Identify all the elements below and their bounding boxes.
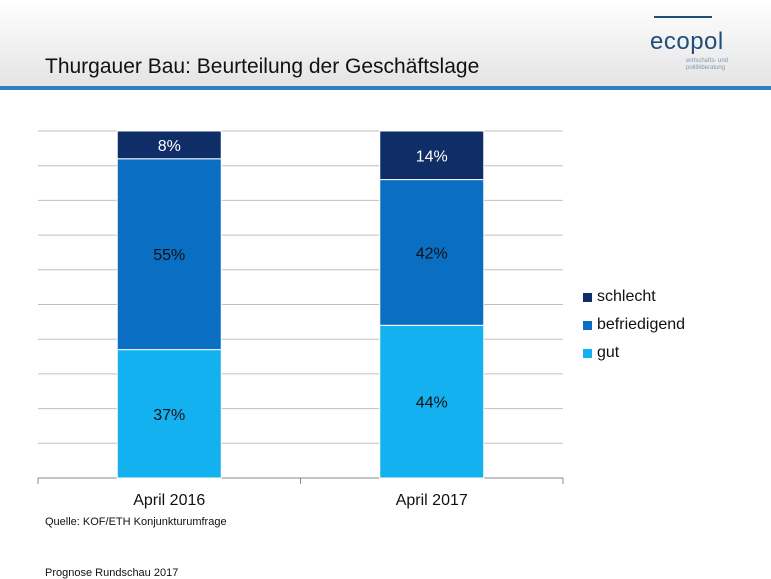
- legend-swatch-befriedigend: [583, 320, 592, 330]
- legend-item-gut: gut: [583, 339, 685, 367]
- legend-label-schlecht: schlecht: [597, 288, 656, 305]
- footer-note: Prognose Rundschau 2017: [45, 567, 179, 579]
- bar-befriedigend-0: [116, 158, 222, 351]
- legend-label-gut: gut: [597, 344, 620, 361]
- category-label-1: April 2017: [396, 492, 468, 509]
- category-label-0: April 2016: [133, 492, 205, 509]
- chart-legend: schlecht befriedigend gut: [583, 283, 685, 367]
- legend-label-befriedigend: befriedigend: [597, 316, 686, 333]
- ecopol-logo: ecopol wirtschafts- und politikberatung: [650, 14, 730, 74]
- logo-line: [654, 16, 712, 18]
- data-label-schlecht-1: 14%: [416, 148, 448, 165]
- data-label-befriedigend-0: 55%: [153, 247, 185, 264]
- data-label-schlecht-0: 8%: [158, 138, 181, 155]
- bar-gut-0: [116, 349, 222, 479]
- data-label-befriedigend-1: 42%: [416, 245, 448, 262]
- data-label-gut-0: 37%: [153, 407, 185, 424]
- bar-gut-1: [379, 324, 485, 479]
- header-rule: [0, 86, 771, 90]
- logo-subtitle-2: politikberatung: [686, 65, 726, 71]
- data-label-gut-1: 44%: [416, 395, 448, 412]
- legend-swatch-schlecht: [583, 292, 592, 302]
- legend-item-befriedigend: befriedigend: [583, 311, 685, 339]
- source-note: Quelle: KOF/ETH Konjunkturumfrage: [45, 516, 227, 528]
- logo-subtitle-1: wirtschafts- und: [686, 58, 729, 64]
- bar-befriedigend-1: [379, 179, 485, 326]
- bar-schlecht-1: [379, 130, 485, 181]
- header-band: [0, 0, 771, 86]
- legend-item-schlecht: schlecht: [583, 283, 685, 311]
- bar-schlecht-0: [116, 130, 222, 160]
- legend-swatch-gut: [583, 348, 592, 358]
- logo-text: ecopol: [650, 28, 724, 55]
- page-title: Thurgauer Bau: Beurteilung der Geschäfts…: [45, 55, 480, 78]
